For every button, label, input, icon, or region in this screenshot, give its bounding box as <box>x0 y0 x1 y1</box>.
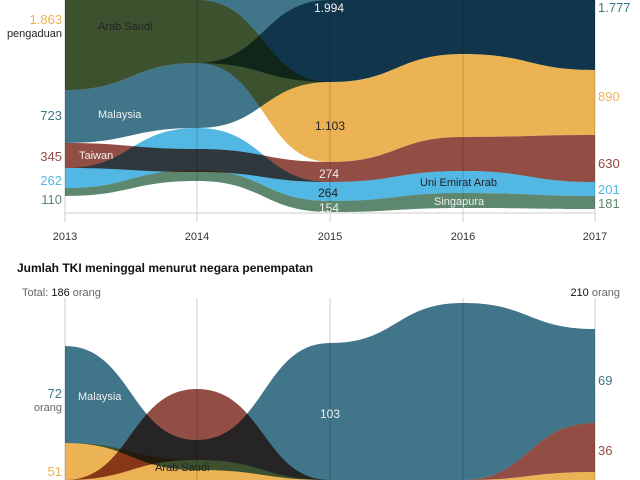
band-arab-saudi <box>65 0 595 162</box>
total-end-unit: orang <box>592 287 620 299</box>
band-red-deaths <box>65 389 595 480</box>
value-label-singapura-2013: 110 <box>41 192 62 207</box>
series-label-arab-saudi-deaths: Arab Saudi <box>155 462 209 474</box>
series-label-taiwan: Taiwan <box>79 150 113 162</box>
x-tick-label: 2014 <box>185 231 209 243</box>
value-label-malaysia-2013-deaths: 72 <box>48 386 62 401</box>
value-label-malaysia-2017: 1.777 <box>598 0 631 15</box>
band-uni-emirat-arab <box>65 128 595 201</box>
value-label-taiwan-2013: 345 <box>40 149 62 164</box>
total-end-value: 210 <box>570 287 588 299</box>
value-label-malaysia-2017-deaths: 69 <box>598 373 612 388</box>
x-tick-label: 2016 <box>451 231 475 243</box>
band-arab-saudi-deaths <box>65 443 595 480</box>
value-label-malaysia-2013: 723 <box>40 108 62 123</box>
series-label-malaysia-deaths: Malaysia <box>78 391 122 403</box>
band-singapura <box>65 170 595 212</box>
unit-label-deaths: orang <box>34 402 62 414</box>
value-label-taiwan-2015: 274 <box>319 167 339 181</box>
value-label-singapura-2017: 181 <box>598 196 620 211</box>
value-label-red-2017-deaths: 36 <box>598 443 612 458</box>
value-label-malaysia-2015-deaths: 103 <box>320 407 340 421</box>
x-tick-label: 2017 <box>583 231 607 243</box>
unit-label: pengaduan <box>7 28 62 40</box>
total-start: Total: 186 orang <box>22 287 101 299</box>
value-label-arab-saudi-2013: 1.863 <box>29 12 62 27</box>
total-prefix: Total: <box>22 287 48 299</box>
value-label-uea-2013: 262 <box>40 173 62 188</box>
value-label-malaysia-2015: 1.994 <box>314 1 344 15</box>
total-end: 210 orang <box>570 287 620 299</box>
value-label-arab-saudi-2017: 890 <box>598 89 620 104</box>
value-label-taiwan-2017: 630 <box>598 156 620 171</box>
band-malaysia-early <box>65 0 595 143</box>
total-start-value: 186 <box>51 287 69 299</box>
value-label-singapura-2015: 154 <box>319 201 339 215</box>
bottom-chart-title: Jumlah TKI meninggal menurut negara pene… <box>17 261 313 275</box>
value-label-uea-2015: 264 <box>318 186 338 200</box>
value-label-arab-saudi-2013-deaths: 51 <box>48 464 62 479</box>
series-label-malaysia: Malaysia <box>98 109 142 121</box>
x-tick-label: 2013 <box>53 231 77 243</box>
x-tick-label: 2015 <box>318 231 342 243</box>
series-label-uea: Uni Emirat Arab <box>420 177 497 189</box>
value-label-uea-2017: 201 <box>598 182 620 197</box>
value-label-arab-saudi-2015: 1.103 <box>315 119 345 133</box>
bottom-chart-bands <box>65 303 595 480</box>
total-start-unit: orang <box>73 287 101 299</box>
series-label-arab-saudi: Arab Saudi <box>98 21 152 33</box>
series-label-singapura: Singapura <box>434 196 485 208</box>
band-malaysia-deaths <box>65 303 595 480</box>
top-chart-bands <box>65 0 595 212</box>
